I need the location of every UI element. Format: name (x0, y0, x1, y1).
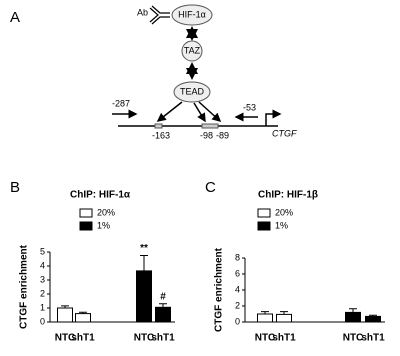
y-tick-label: 4 (40, 260, 45, 270)
legend-swatch (79, 208, 93, 218)
bar (257, 313, 273, 323)
node-label: TAZ (184, 45, 201, 55)
legend-swatch (79, 221, 93, 231)
error-bar (79, 311, 87, 314)
tss (265, 109, 282, 126)
y-tick-label: 0 (40, 316, 45, 326)
node (171, 4, 213, 26)
legend-label: 1% (275, 220, 288, 230)
x-tick-label: shT1 (71, 333, 95, 344)
error-bar (349, 308, 357, 313)
bar (365, 315, 381, 323)
y-tick-label: 6 (235, 268, 240, 278)
legend-swatch (257, 221, 271, 231)
y-tick-label: 0 (235, 316, 240, 326)
antibody-label: Ab (137, 7, 148, 17)
x-tick-label: shT1 (361, 333, 385, 344)
node (173, 81, 211, 103)
panel-label: B (10, 179, 20, 196)
annotation: ** (140, 243, 148, 254)
x-tick-label: shT1 (272, 333, 296, 344)
error-bar (261, 311, 269, 314)
gene-label: CTGF (272, 128, 297, 138)
y-tick-label: 8 (235, 252, 240, 262)
node (181, 40, 203, 62)
x-tick-label: NTC (343, 333, 364, 344)
bar (155, 306, 171, 323)
y-tick-label: 3 (40, 274, 45, 284)
x-tick-label: NTC (55, 333, 76, 344)
bar (276, 313, 292, 323)
x-tick-label: NTC (255, 333, 276, 344)
arrow (156, 101, 183, 122)
chart-title: ChIP: HIF-1α (70, 190, 131, 201)
legend-swatch (257, 208, 271, 218)
y-axis-label: CTGF enrichment (19, 244, 30, 329)
y-tick-label: 5 (40, 246, 45, 256)
position: -163 (152, 130, 170, 140)
x-tick-label: NTC (134, 333, 155, 344)
annotation: # (160, 291, 166, 302)
site (154, 123, 163, 129)
bar (75, 313, 91, 323)
error-bar (159, 303, 167, 308)
error-bar (61, 305, 69, 308)
panel-label: A (10, 9, 20, 26)
position: -287 (112, 98, 130, 108)
y-tick-label: 1 (40, 302, 45, 312)
panel-label: C (205, 179, 216, 196)
site (201, 123, 219, 129)
y-tick-label: 4 (235, 284, 240, 294)
legend-label: 20% (97, 207, 115, 217)
y-tick-label: 2 (40, 288, 45, 298)
chart-title: ChIP: HIF-1β (258, 190, 318, 201)
panel-a: A Ab HIF-1α TAZ TEAD -287 -163 -98 -89 -… (10, 4, 297, 140)
position: -98 (200, 130, 213, 140)
legend-label: 20% (275, 207, 293, 217)
node-label: TEAD (180, 86, 205, 96)
arrow (193, 102, 206, 123)
x-tick-label: shT1 (151, 333, 175, 344)
arrow (198, 101, 222, 123)
bar (345, 311, 361, 323)
error-bar (140, 255, 148, 271)
legend-label: 1% (97, 220, 110, 230)
y-axis-label: CTGF enrichment (214, 247, 225, 332)
error-bar (369, 314, 377, 317)
node-label: HIF-1α (178, 9, 206, 19)
bar (57, 307, 73, 323)
antibody-icon (149, 5, 170, 25)
error-bar (280, 311, 288, 315)
bar (136, 270, 152, 323)
y-tick-label: 2 (235, 300, 240, 310)
position: -53 (243, 102, 256, 112)
position: -89 (216, 130, 229, 140)
